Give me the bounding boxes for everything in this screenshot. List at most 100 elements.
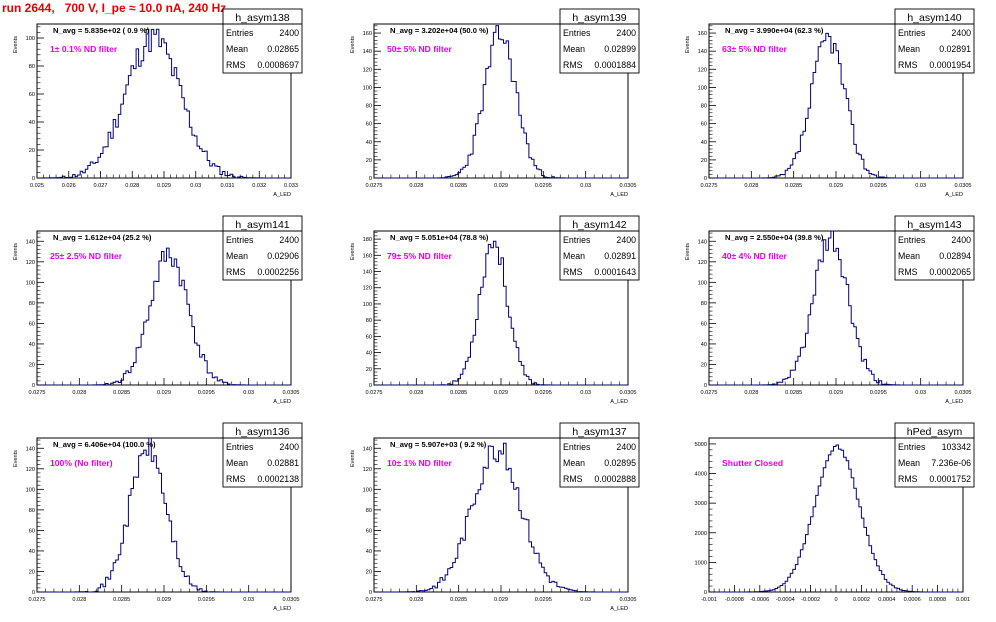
- y-tick-label: 40: [366, 351, 372, 357]
- y-tick-label: 0: [704, 176, 707, 182]
- histogram-name: h_asym137: [572, 426, 626, 438]
- x-tick-label: 0.0275: [365, 183, 382, 189]
- stats-mean-value: 0.02891: [604, 251, 636, 261]
- stats-entries-label: Entries: [898, 28, 926, 38]
- y-tick-label: 0: [32, 590, 35, 596]
- x-tick-label: 0.0285: [785, 390, 802, 396]
- x-tick-label: 0.026: [62, 183, 76, 189]
- y-tick-label: 20: [29, 569, 35, 575]
- stats-rms-label: RMS: [898, 60, 918, 70]
- x-tick-label: 0.0295: [198, 390, 215, 396]
- stats-entries-value: 2400: [616, 442, 636, 452]
- stats-box-frame: [894, 8, 975, 74]
- x-tick-label: 0.028: [72, 597, 86, 603]
- filter-annotation: 63± 5% ND filter: [722, 44, 788, 54]
- y-tick-label: 3000: [695, 501, 707, 507]
- stats-rms-label: RMS: [226, 267, 246, 277]
- x-tick-label: 0.03: [580, 183, 591, 189]
- stats-rms-label: RMS: [563, 267, 583, 277]
- y-tick-label: 140: [26, 446, 35, 452]
- stats-mean-value: 0.02906: [267, 251, 299, 261]
- n-avg-text: N_avg = 3.990e+04 (62.3 %): [725, 26, 824, 35]
- stats-box: h_asym137 Entries 2400 Mean 0.02895 RMS 0.0002…: [559, 422, 640, 488]
- x-tick-label: 0.029: [829, 390, 843, 396]
- stats-mean-value: 0.02865: [267, 44, 299, 54]
- stats-entries-label: Entries: [226, 235, 254, 245]
- x-tick-label: 0.0285: [113, 597, 130, 603]
- stats-box: h_asym140 Entries 2400 Mean 0.02891 RMS 0.0001…: [894, 8, 975, 74]
- x-tick-label: 0.029: [829, 183, 843, 189]
- histogram-panel-h_asym137: 0.0275 0.028 0.0285 0.029 0.0295 0.03 0.0305 0 2…: [350, 422, 640, 612]
- x-tick-label: 0.03: [580, 390, 591, 396]
- x-tick-label: 0.0305: [619, 597, 636, 603]
- y-tick-label: 20: [366, 367, 372, 373]
- x-tick-label: 0.0285: [785, 183, 802, 189]
- y-axis-label: Events: [685, 243, 691, 260]
- y-axis-label: Events: [13, 450, 19, 467]
- y-tick-label: 20: [29, 362, 35, 368]
- y-tick-label: 60: [29, 92, 35, 98]
- y-tick-label: 20: [29, 148, 35, 154]
- y-tick-label: 80: [29, 508, 35, 514]
- filter-annotation: 50± 5% ND filter: [387, 44, 453, 54]
- x-tick-label: 0.0295: [535, 390, 552, 396]
- x-tick-label: 0.028: [72, 390, 86, 396]
- y-tick-label: 140: [363, 446, 372, 452]
- histogram-name: h_asym141: [235, 219, 289, 231]
- y-tick-label: 100: [26, 487, 35, 493]
- x-tick-label: 0.0275: [28, 597, 45, 603]
- y-tick-label: 60: [701, 321, 707, 327]
- y-tick-label: 160: [363, 31, 372, 37]
- histogram-name: h_asym143: [907, 219, 961, 231]
- x-axis-label: A_LED: [610, 399, 628, 405]
- y-tick-label: 140: [698, 239, 707, 245]
- stats-box-frame: [222, 422, 303, 488]
- stats-rms-value: 0.0001752: [929, 474, 971, 484]
- x-tick-label: 0.03: [243, 390, 254, 396]
- y-tick-label: 80: [29, 301, 35, 307]
- stats-entries-label: Entries: [563, 442, 591, 452]
- stats-entries-value: 2400: [279, 28, 299, 38]
- y-tick-label: 80: [701, 301, 707, 307]
- x-axis-label: A_LED: [945, 399, 963, 405]
- x-tick-label: 0.0285: [113, 390, 130, 396]
- x-tick-label: 0.028: [409, 390, 423, 396]
- y-axis-label: Events: [350, 36, 356, 53]
- y-tick-label: 20: [366, 158, 372, 164]
- stats-box: h_asym139 Entries 2400 Mean 0.02899 RMS 0.0001…: [559, 8, 640, 74]
- x-tick-label: 0.0305: [619, 183, 636, 189]
- x-tick-label: 0.029: [494, 183, 508, 189]
- y-tick-label: 60: [29, 528, 35, 534]
- x-axis-label: A_LED: [945, 192, 963, 198]
- histogram-series: [37, 247, 291, 386]
- histogram-name: h_asym136: [235, 426, 289, 438]
- n-avg-text: N_avg = 1.612e+04 (25.2 %): [53, 233, 152, 242]
- x-tick-label: 0.0004: [878, 597, 895, 603]
- x-tick-label: 0.0305: [954, 183, 971, 189]
- histogram-series: [374, 25, 628, 179]
- y-tick-label: 100: [363, 302, 372, 308]
- stats-mean-value: 0.02894: [939, 251, 971, 261]
- n-avg-text: N_avg = 5.907e+03 ( 9.2 %): [390, 440, 487, 449]
- x-tick-label: 0.03: [915, 390, 926, 396]
- x-tick-label: 0.0295: [535, 183, 552, 189]
- y-tick-label: 40: [29, 342, 35, 348]
- stats-box-frame: [222, 215, 303, 281]
- y-tick-label: 120: [698, 260, 707, 266]
- stats-box-frame: [559, 215, 640, 281]
- x-tick-label: -0.0008: [725, 597, 744, 603]
- y-tick-label: 40: [29, 120, 35, 126]
- stats-box: h_asym143 Entries 2400 Mean 0.02894 RMS 0.0002…: [894, 215, 975, 281]
- y-tick-label: 0: [369, 383, 372, 389]
- x-tick-label: 0.028: [409, 597, 423, 603]
- y-tick-label: 120: [26, 260, 35, 266]
- stats-mean-label: Mean: [898, 44, 920, 54]
- stats-box-frame: [559, 8, 640, 74]
- stats-rms-value: 0.0001884: [594, 60, 636, 70]
- y-tick-label: 160: [363, 253, 372, 259]
- y-tick-label: 20: [701, 158, 707, 164]
- x-tick-label: 0.0295: [535, 597, 552, 603]
- stats-rms-value: 0.0002256: [257, 267, 299, 277]
- x-tick-label: -0.0004: [776, 597, 795, 603]
